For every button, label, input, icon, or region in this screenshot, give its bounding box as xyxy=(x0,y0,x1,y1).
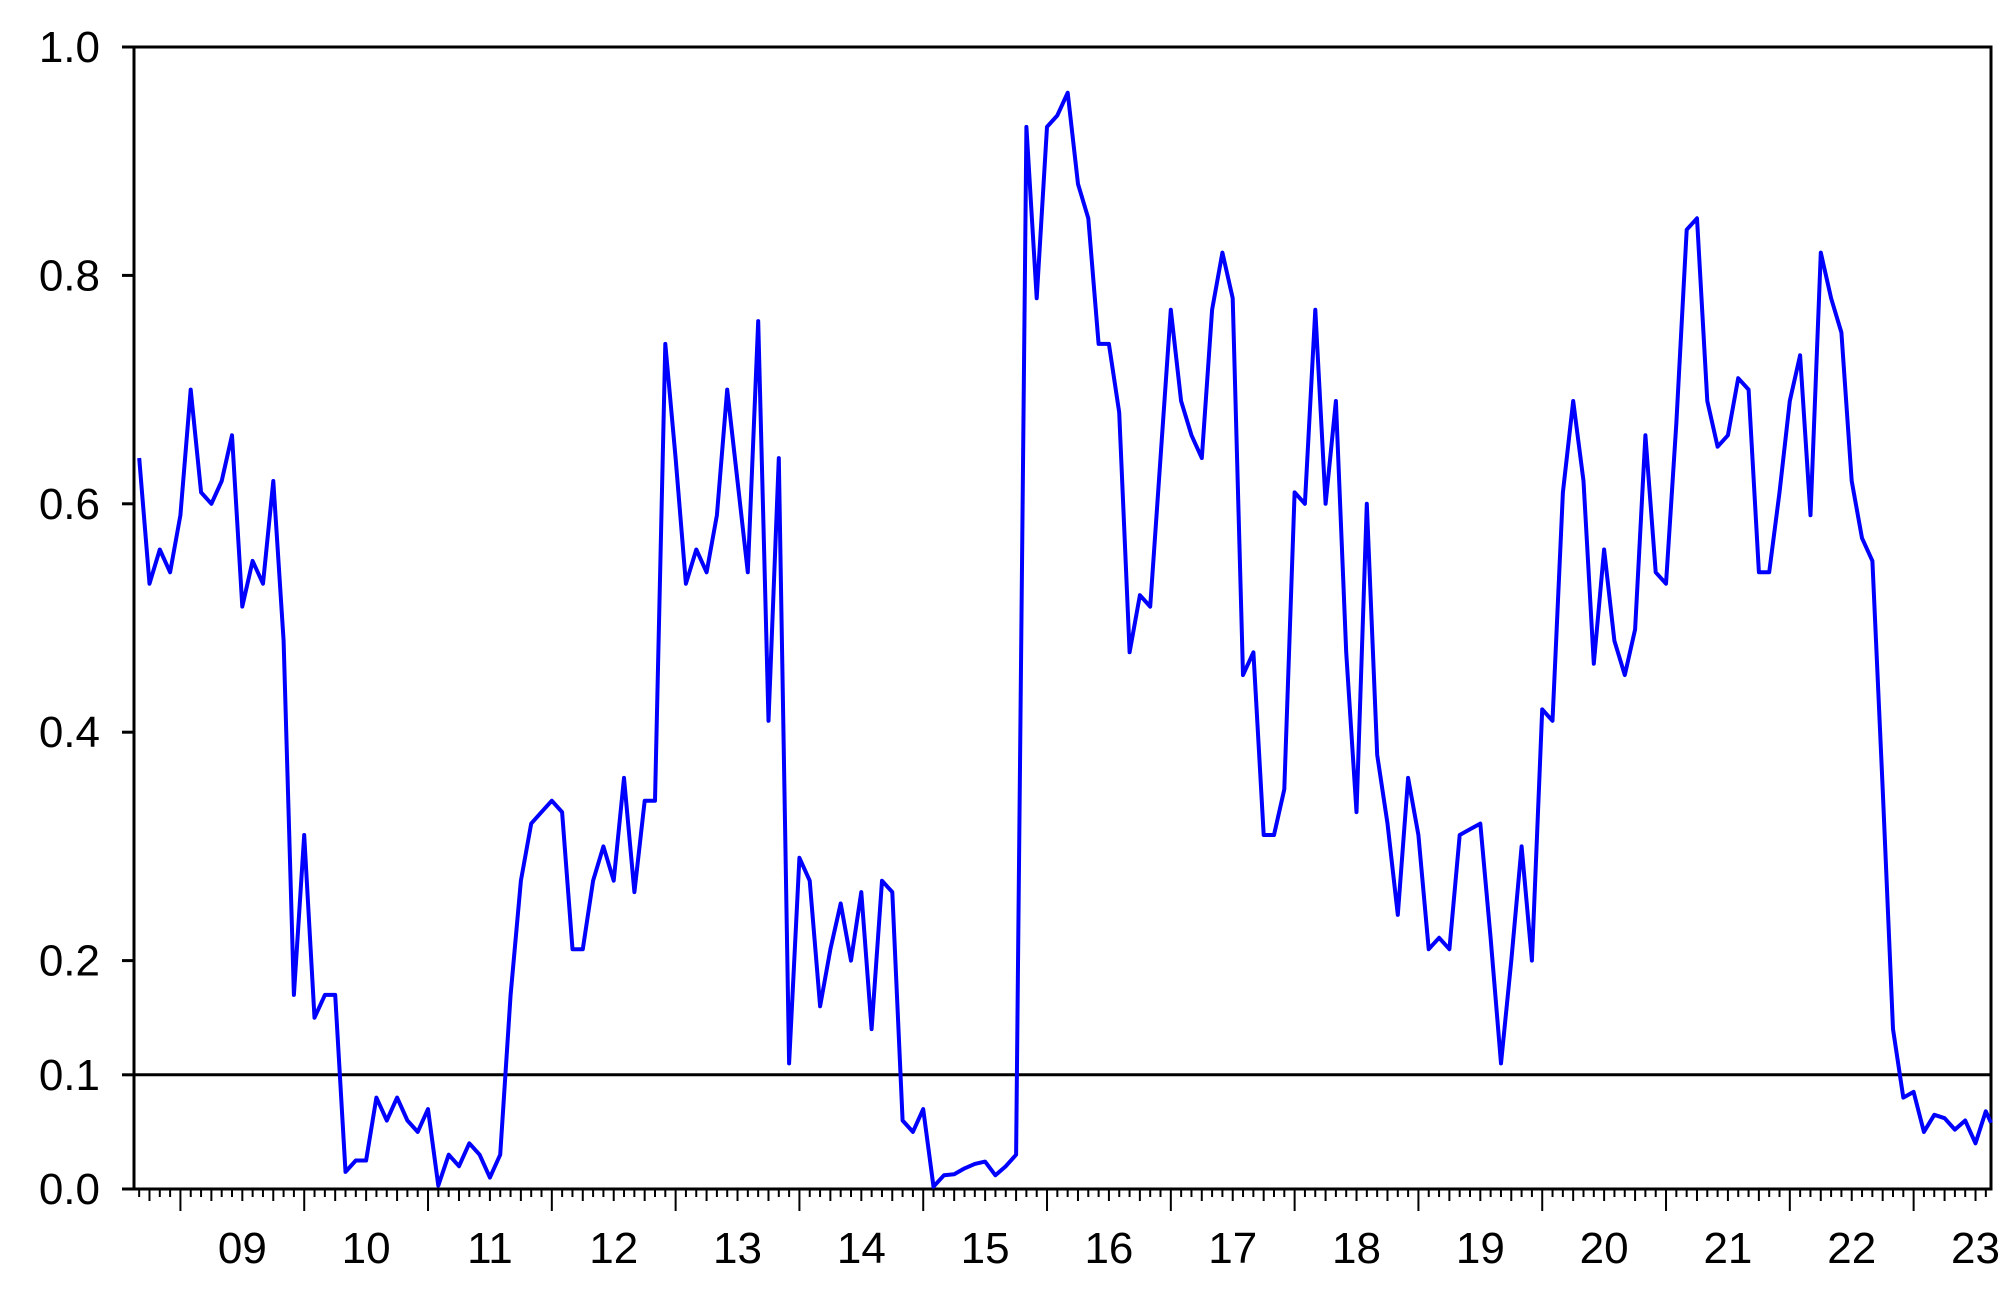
x-tick-label: 20 xyxy=(1580,1224,1629,1273)
x-tick-label: 14 xyxy=(837,1224,886,1273)
x-tick-label: 15 xyxy=(961,1224,1010,1273)
plot-frame xyxy=(132,45,1993,1191)
x-tick-label: 13 xyxy=(713,1224,762,1273)
data-points xyxy=(139,92,1992,1187)
y-tick-label: 0.8 xyxy=(39,251,100,300)
y-tick-label: 0.4 xyxy=(39,708,100,757)
x-tick-label: 12 xyxy=(589,1224,638,1273)
x-tick-label: 17 xyxy=(1208,1224,1257,1273)
x-tick-label: 22 xyxy=(1827,1224,1876,1273)
y-tick-label: 0.2 xyxy=(39,937,100,986)
x-tick-label: 21 xyxy=(1703,1224,1752,1273)
x-axis: 09 10 11 12 13 14 15 16 17 18 19 20 21 22 23 xyxy=(138,1189,2000,1273)
x-tick-label: 09 xyxy=(218,1224,267,1273)
x-tick-label: 19 xyxy=(1456,1224,1505,1273)
y-tick-label: 0.0 xyxy=(39,1165,100,1214)
x-tick-label: 10 xyxy=(342,1224,391,1273)
y-tick-label: 0.6 xyxy=(39,480,100,529)
x-tick-label: 16 xyxy=(1084,1224,1133,1273)
x-tick-label: 11 xyxy=(467,1224,513,1273)
y-axis: 0.0 0.1 0.2 0.4 0.6 0.8 1.0 xyxy=(39,23,134,1214)
x-tick-label: 23 xyxy=(1951,1224,2000,1273)
y-tick-label: 0.1 xyxy=(39,1051,100,1100)
x-tick-label: 18 xyxy=(1332,1224,1381,1273)
y-tick-label: 1.0 xyxy=(39,23,100,72)
series-line xyxy=(137,90,1993,1189)
